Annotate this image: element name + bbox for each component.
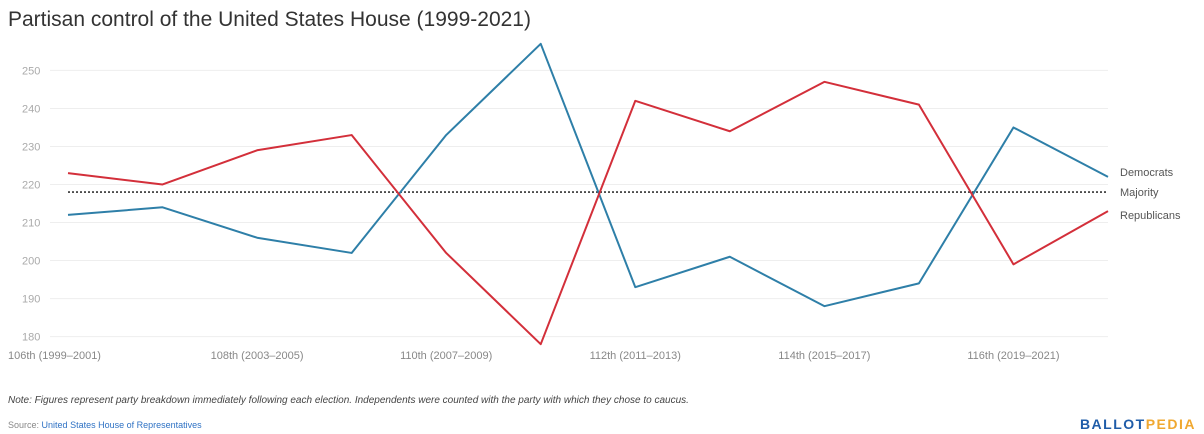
y-tick-label-210: 210: [22, 218, 40, 230]
source-line: Source: United States House of Represent…: [8, 420, 202, 430]
x-tick-label-0: 106th (1999–2001): [8, 350, 101, 362]
series-labels: Democrats Majority Republicans: [1120, 167, 1181, 222]
end-label-republicans: Republicans: [1120, 210, 1181, 222]
logo-part-pedia: PEDIA: [1145, 416, 1196, 432]
y-tick-label-250: 250: [22, 65, 40, 77]
series-line-democrats: [67, 42, 1109, 308]
x-tick-label-2: 110th (2007–2009): [400, 350, 492, 362]
y-tick-label-180: 180: [22, 332, 40, 344]
gridlines: [50, 69, 1108, 338]
x-tick-label-4: 114th (2015–2017): [778, 350, 870, 362]
end-label-democrats: Democrats: [1120, 167, 1174, 179]
logo-part-ballot: BALLOT: [1079, 416, 1146, 432]
series-line-republicans: [67, 80, 1109, 346]
x-tick-label-3: 112th (2011–2013): [590, 350, 681, 362]
y-tick-label-230: 230: [22, 141, 40, 153]
source-link[interactable]: United States House of Representatives: [41, 420, 202, 430]
x-tick-label-5: 116th (2019–2021): [967, 350, 1059, 362]
y-tick-label-190: 190: [22, 294, 40, 306]
chart-title: Partisan control of the United States Ho…: [8, 8, 531, 31]
y-tick-label-220: 220: [22, 179, 40, 191]
end-label-majority: Majority: [1120, 187, 1159, 199]
y-tick-label-200: 200: [22, 256, 40, 268]
x-axis-ticks: 106th (1999–2001) 108th (2003–2005) 110th …: [8, 350, 1060, 362]
y-axis-ticks: 180 190 200 210 220 230 240 250: [22, 65, 40, 343]
ballotpedia-logo: BALLOTPEDIA: [1080, 416, 1196, 432]
source-prefix: Source:: [8, 420, 40, 430]
series-lines: [67, 42, 1109, 346]
line-chart: 180 190 200 210 220 230 240 250 106th (1999–200…: [8, 42, 1181, 362]
footnote: Note: Figures represent party breakdown …: [8, 395, 689, 406]
y-tick-label-240: 240: [22, 103, 40, 115]
x-tick-label-1: 108th (2003–2005): [211, 350, 304, 362]
